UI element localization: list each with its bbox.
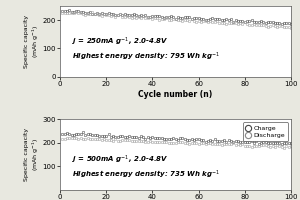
Text: Highest energy density: 735 Wh kg$^{-1}$: Highest energy density: 735 Wh kg$^{-1}$: [72, 168, 220, 181]
Y-axis label: Specific capacity
(mAh g$^{-1}$): Specific capacity (mAh g$^{-1}$): [24, 15, 41, 68]
Text: Highest energy density: 795 Wh kg$^{-1}$: Highest energy density: 795 Wh kg$^{-1}$: [72, 51, 220, 63]
Legend: Charge, Discharge: Charge, Discharge: [242, 122, 288, 141]
Text: j = 500mA g$^{-1}$, 2.0-4.8V: j = 500mA g$^{-1}$, 2.0-4.8V: [72, 153, 168, 166]
Y-axis label: Specific capacity
(mAh g$^{-1}$): Specific capacity (mAh g$^{-1}$): [24, 128, 41, 181]
X-axis label: Cycle number (n): Cycle number (n): [138, 90, 213, 99]
Text: j = 250mA g$^{-1}$, 2.0-4.8V: j = 250mA g$^{-1}$, 2.0-4.8V: [72, 35, 168, 48]
